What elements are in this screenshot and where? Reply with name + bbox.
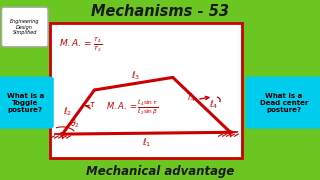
Text: What is a
Toggle
posture?: What is a Toggle posture? (7, 93, 44, 113)
Text: $T_4$: $T_4$ (186, 91, 196, 104)
Text: $\ell_4$: $\ell_4$ (209, 99, 219, 111)
Text: $M.A. = \frac{T_4}{T_2}$: $M.A. = \frac{T_4}{T_2}$ (59, 36, 102, 54)
Text: $\theta_2$: $\theta_2$ (70, 118, 79, 130)
FancyBboxPatch shape (2, 7, 48, 47)
Text: Mechanical advantage: Mechanical advantage (86, 165, 234, 178)
Text: Engineering
Design
Simplified: Engineering Design Simplified (10, 19, 40, 35)
Text: $\ell_2$: $\ell_2$ (62, 106, 72, 118)
FancyBboxPatch shape (50, 23, 242, 158)
Text: Mechanisms - 53: Mechanisms - 53 (91, 4, 229, 19)
Text: $M.A. = \frac{\ell_4 \sin\tau}{\ell_2 \sin\beta}$: $M.A. = \frac{\ell_4 \sin\tau}{\ell_2 \s… (106, 99, 158, 117)
Text: What is a
Dead center
posture?: What is a Dead center posture? (260, 93, 308, 113)
Text: $\ell_3$: $\ell_3$ (131, 69, 140, 82)
Text: $\ell_1$: $\ell_1$ (142, 137, 151, 149)
FancyBboxPatch shape (245, 76, 320, 129)
FancyBboxPatch shape (0, 76, 54, 129)
Text: $\tau$: $\tau$ (90, 100, 96, 109)
